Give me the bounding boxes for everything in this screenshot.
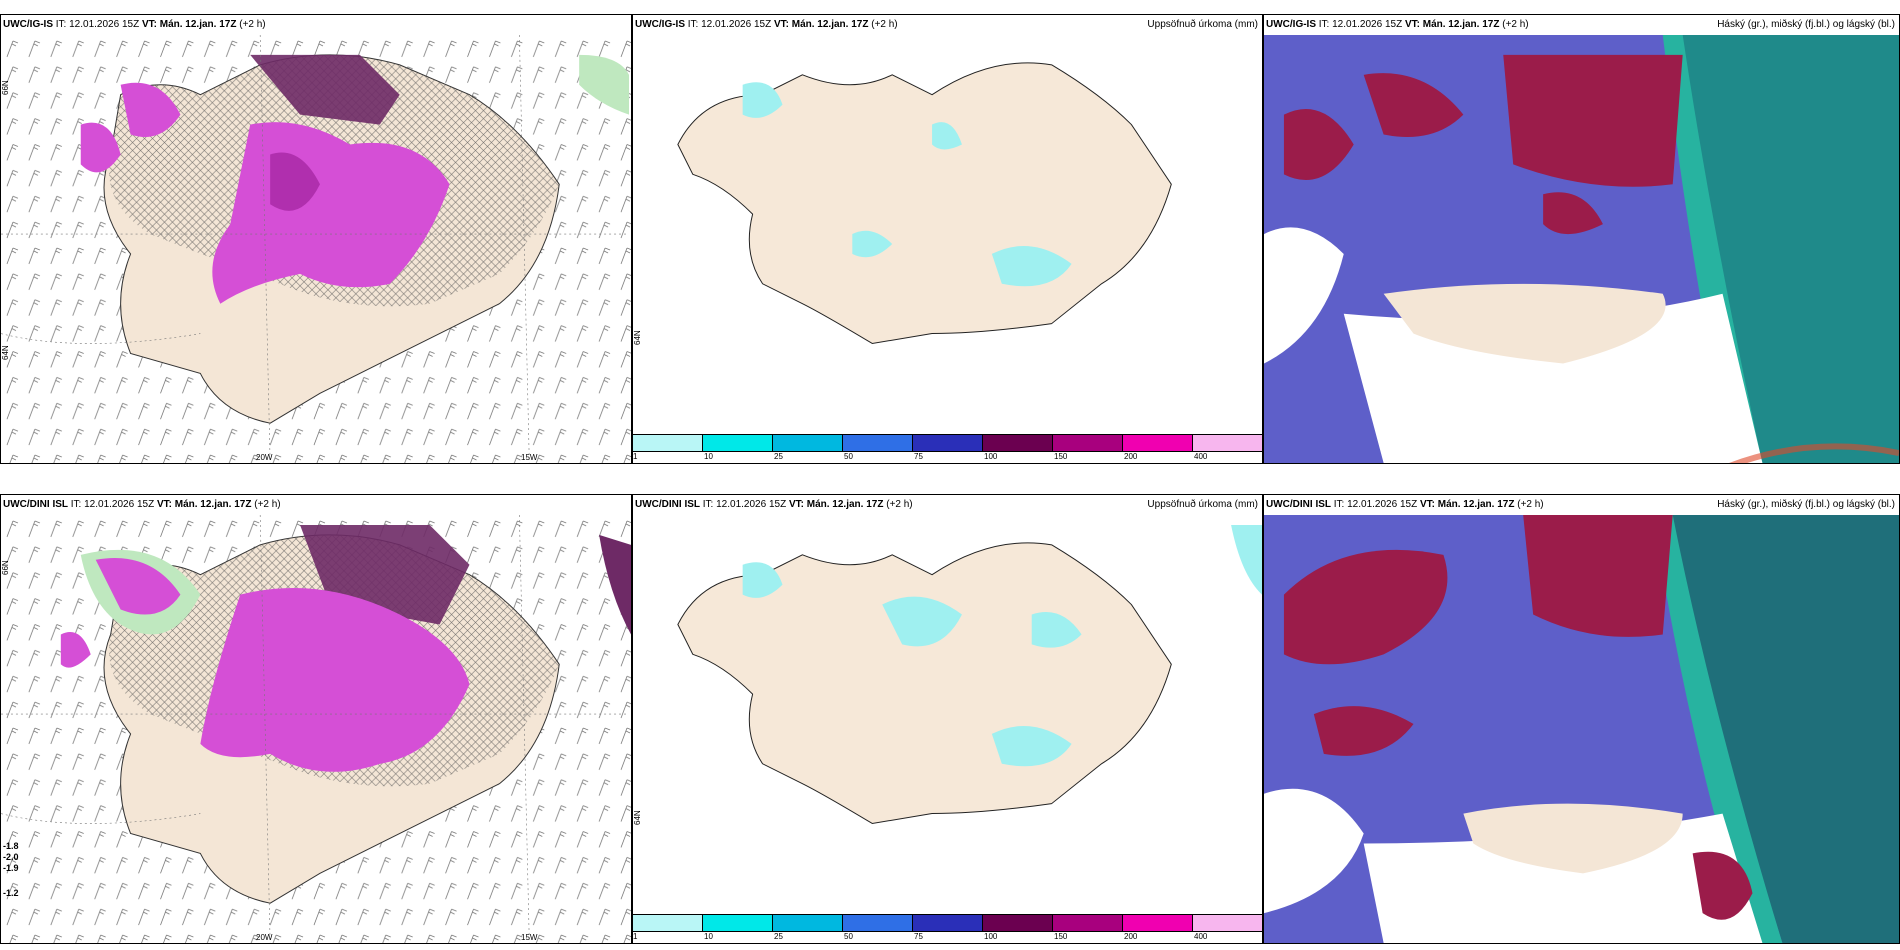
colorbar-label: 400 — [1194, 452, 1208, 461]
colorbar-segment — [913, 435, 983, 451]
value-label: -1.8 — [3, 841, 19, 851]
precip-colorbar — [632, 434, 1263, 452]
colorbar-label: 50 — [844, 452, 853, 461]
colorbar-label: 10 — [704, 932, 713, 941]
colorbar-segment — [703, 435, 773, 451]
colorbar-segment — [983, 915, 1053, 931]
panel-ig-is-clouds: UWC/IG-IS IT: 12.01.2026 15Z VT: Mán. 12… — [1263, 14, 1900, 464]
lat-label-64n: 64N — [633, 330, 642, 345]
colorbar-label: 400 — [1194, 932, 1208, 941]
map-wind-precip — [1, 515, 631, 943]
colorbar-segment — [703, 915, 773, 931]
value-label: -2.0 — [3, 852, 19, 862]
value-labels: -1.8 -2.0 -1.9 -1.2 — [3, 841, 19, 899]
colorbar-label: 150 — [1054, 452, 1068, 461]
colorbar-segment — [773, 915, 843, 931]
colorbar-segment — [1123, 915, 1193, 931]
map-accumulated-precip — [633, 515, 1262, 923]
colorbar-label: 1 — [633, 932, 638, 941]
colorbar-label: 200 — [1124, 452, 1138, 461]
colorbar-segment — [633, 435, 703, 451]
panel-header: UWC/IG-IS IT: 12.01.2026 15Z VT: Mán. 12… — [1, 15, 631, 35]
panel-dini-isl-accum-precip: UWC/DINI ISL IT: 12.01.2026 15Z VT: Mán.… — [632, 494, 1263, 944]
value-label: -1.2 — [3, 888, 19, 898]
colorbar-segment — [843, 435, 913, 451]
colorbar-label: 75 — [914, 932, 923, 941]
lon-label-15w: 15W — [521, 453, 538, 462]
lon-label-20w: 20W — [256, 453, 273, 462]
panel-header: UWC/IG-IS IT: 12.01.2026 15Z VT: Mán. 12… — [1264, 15, 1899, 35]
lat-label-66n: 66N — [1, 560, 10, 575]
value-label: -1.9 — [3, 863, 19, 873]
panel-dini-isl-clouds: UWC/DINI ISL IT: 12.01.2026 15Z VT: Mán.… — [1263, 494, 1900, 944]
colorbar-segment — [773, 435, 843, 451]
colorbar-label: 100 — [984, 932, 998, 941]
map-wind-precip — [1, 35, 631, 463]
colorbar-segment — [1193, 915, 1262, 931]
colorbar-segment — [1053, 915, 1123, 931]
colorbar-label: 1 — [633, 452, 638, 461]
colorbar-segment — [983, 435, 1053, 451]
precip-colorbar — [632, 914, 1263, 932]
panel-header: UWC/IG-IS IT: 12.01.2026 15Z VT: Mán. 12… — [633, 15, 1262, 35]
colorbar-label: 25 — [774, 452, 783, 461]
panel-ig-is-precip-wind: UWC/IG-IS IT: 12.01.2026 15Z VT: Mán. 12… — [0, 14, 632, 464]
map-accumulated-precip — [633, 35, 1262, 443]
lat-label-64n: 64N — [1, 345, 10, 360]
panel-header: UWC/DINI ISL IT: 12.01.2026 15Z VT: Mán.… — [1264, 495, 1899, 515]
colorbar-label: 100 — [984, 452, 998, 461]
colorbar-segment — [913, 915, 983, 931]
lon-label-15w: 15W — [521, 933, 538, 942]
colorbar-label: 25 — [774, 932, 783, 941]
lat-label-64n: 64N — [633, 810, 642, 825]
colorbar-label: 50 — [844, 932, 853, 941]
colorbar-label: 75 — [914, 452, 923, 461]
panel-dini-isl-precip-wind: UWC/DINI ISL IT: 12.01.2026 15Z VT: Mán.… — [0, 494, 632, 944]
colorbar-segment — [843, 915, 913, 931]
colorbar-segment — [1053, 435, 1123, 451]
colorbar-label: 200 — [1124, 932, 1138, 941]
precip-colorbar-labels: 1 10 25 50 75 100 150 200 400 — [632, 452, 1263, 462]
map-cloud-cover — [1264, 515, 1899, 943]
colorbar-segment — [1193, 435, 1262, 451]
lat-label-66n: 66N — [1, 80, 10, 95]
colorbar-segment — [1123, 435, 1193, 451]
colorbar-label: 10 — [704, 452, 713, 461]
precip-colorbar-labels: 1 10 25 50 75 100 150 200 400 — [632, 932, 1263, 942]
panel-header: UWC/DINI ISL IT: 12.01.2026 15Z VT: Mán.… — [633, 495, 1262, 515]
lon-label-20w: 20W — [256, 933, 273, 942]
colorbar-label: 150 — [1054, 932, 1068, 941]
map-cloud-cover — [1264, 35, 1899, 463]
panel-ig-is-accum-precip: UWC/IG-IS IT: 12.01.2026 15Z VT: Mán. 12… — [632, 14, 1263, 464]
panel-header: UWC/DINI ISL IT: 12.01.2026 15Z VT: Mán.… — [1, 495, 631, 515]
colorbar-segment — [633, 915, 703, 931]
